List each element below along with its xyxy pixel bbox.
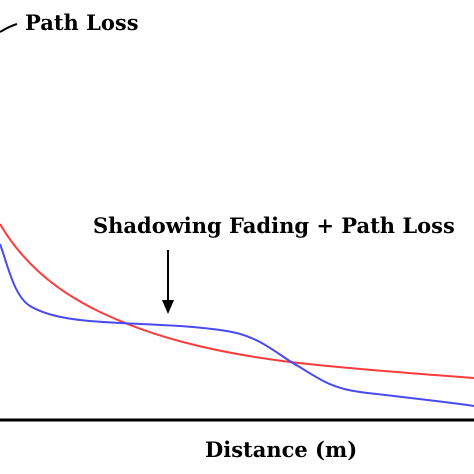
path-loss-legend-label: Path Loss	[25, 10, 139, 35]
shadowing-annotation-label: Shadowing Fading + Path Loss	[93, 213, 455, 238]
x-axis-label: Distance (m)	[205, 437, 358, 462]
legend-pointer-line	[0, 23, 18, 33]
annotation-arrowhead	[162, 300, 174, 314]
path-loss-curve	[0, 223, 474, 379]
shadowing-fading-curve	[0, 243, 474, 407]
